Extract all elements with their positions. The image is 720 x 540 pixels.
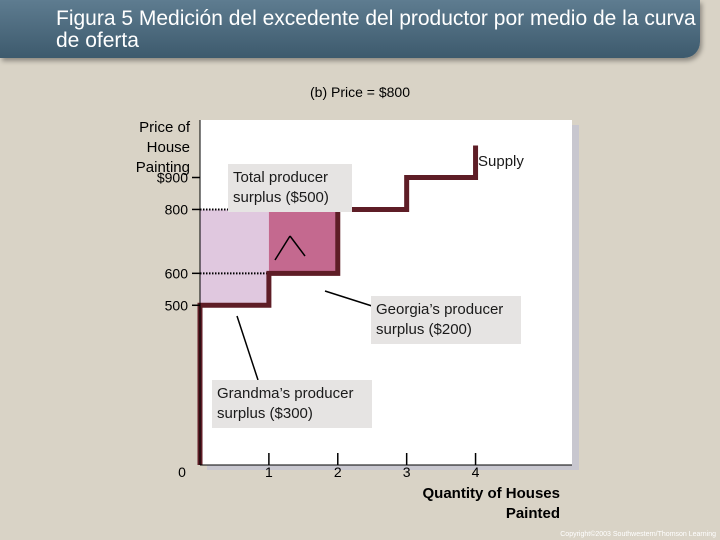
y-tick-label: $900 (157, 170, 188, 186)
georgia-surplus-annotation: Georgia’s producer surplus ($200) (371, 296, 521, 344)
x-axis-label: Quantity of Houses Painted (422, 485, 560, 522)
surplus-block-1 (268, 209, 338, 274)
supply-curve (197, 145, 479, 465)
total-surplus-annotation: Total producer surplus ($500) (228, 164, 352, 212)
copyright: Copyright©2003 Southwestern/Thomson Lear… (560, 531, 716, 538)
x-tick-label: 1 (265, 464, 273, 480)
grandma-surplus-annotation: Grandma’s producer surplus ($300) (212, 380, 372, 428)
x-tick-label: 3 (403, 464, 411, 480)
y-tick-label: 800 (165, 201, 189, 217)
supply-label: Supply (478, 153, 524, 170)
title-bar: Figura 5 Medición del excedente del prod… (0, 0, 700, 58)
georgia-surplus-pointer (324, 290, 373, 307)
y-axis-label: Price of House Painting (135, 119, 190, 176)
x-tick-label: 4 (472, 464, 480, 480)
grandma-surplus-pointer (236, 315, 259, 381)
y-tick-label: 600 (165, 265, 189, 281)
total-surplus-pointer-2 (289, 235, 306, 257)
total-surplus-pointer-1 (274, 235, 291, 261)
page-title: Figura 5 Medición del excedente del prod… (56, 7, 696, 52)
y-tick-label: 500 (165, 297, 189, 313)
chart-subtitle: (b) Price = $800 (310, 84, 410, 100)
x-tick-label: 0 (178, 464, 186, 480)
surplus-block-0 (200, 209, 269, 306)
x-tick-label: 2 (334, 464, 342, 480)
